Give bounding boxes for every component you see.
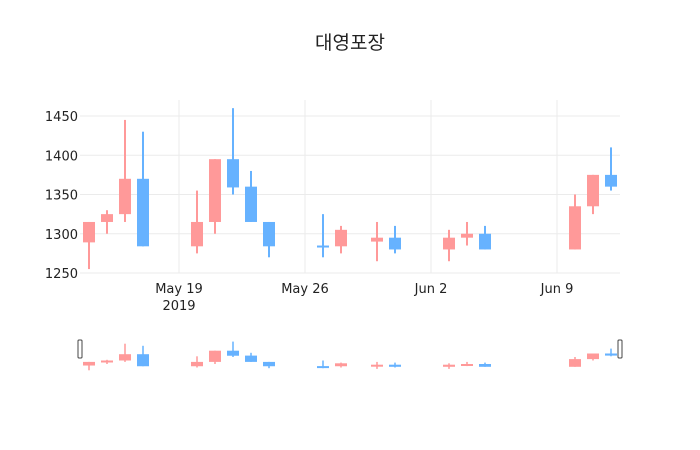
candle[interactable] [479, 225, 491, 250]
candle[interactable] [335, 225, 347, 254]
candle[interactable] [209, 159, 221, 234]
candle[interactable] [263, 221, 275, 258]
candle[interactable] [191, 190, 203, 254]
mini-candle [227, 341, 239, 357]
y-tick-label: 1400 [45, 149, 78, 164]
candle[interactable] [101, 210, 113, 234]
candle[interactable] [605, 147, 617, 191]
mini-candle [191, 356, 203, 368]
mini-candle [83, 361, 95, 371]
candle[interactable] [461, 221, 473, 246]
x-tick-label: Jun 9 [540, 282, 574, 297]
mini-candle [119, 343, 131, 362]
candle[interactable] [227, 108, 239, 195]
mini-candle [479, 362, 491, 367]
mini-candle [245, 352, 257, 362]
chart-title: 대영포장 [315, 32, 385, 54]
candle[interactable] [245, 170, 257, 222]
x-axis: May 19 2019 May 26 Jun 2 Jun 9 [155, 282, 573, 314]
mini-candle [389, 362, 401, 368]
mini-candle [263, 361, 275, 369]
mini-candle [605, 348, 617, 357]
candle[interactable] [137, 131, 149, 247]
candle[interactable] [569, 194, 581, 250]
mini-candle [209, 350, 221, 364]
range-slider[interactable] [77, 339, 623, 371]
candle[interactable] [317, 214, 329, 258]
candle[interactable] [371, 221, 383, 262]
y-tick-label: 1350 [45, 189, 78, 204]
mini-candle [569, 357, 581, 367]
gridlines [80, 100, 620, 274]
candle[interactable] [389, 225, 401, 254]
candle[interactable] [587, 174, 599, 215]
y-tick-label: 1300 [45, 228, 78, 243]
y-tick-label: 1250 [45, 267, 78, 282]
mini-candle [317, 360, 329, 369]
range-slider-right-handle[interactable] [617, 339, 623, 359]
candle[interactable] [119, 119, 131, 222]
mini-candle [137, 345, 149, 367]
mini-candle [101, 359, 113, 364]
range-slider-left-handle[interactable] [77, 339, 83, 359]
candles[interactable] [83, 108, 617, 270]
candle[interactable] [443, 229, 455, 262]
mini-candle [443, 363, 455, 369]
x-tick-label: May 26 [281, 282, 329, 297]
x-tick-label: Jun 2 [414, 282, 448, 297]
mini-candle [587, 353, 599, 361]
x-tick-label: May 19 [155, 282, 203, 297]
x-tick-year: 2019 [162, 299, 195, 314]
y-tick-label: 1450 [45, 110, 78, 125]
mini-candle [371, 361, 383, 369]
mini-candle [461, 361, 473, 367]
mini-candle [335, 362, 347, 368]
y-axis: 1250 1300 1350 1400 1450 [45, 110, 78, 282]
candle[interactable] [83, 221, 95, 270]
